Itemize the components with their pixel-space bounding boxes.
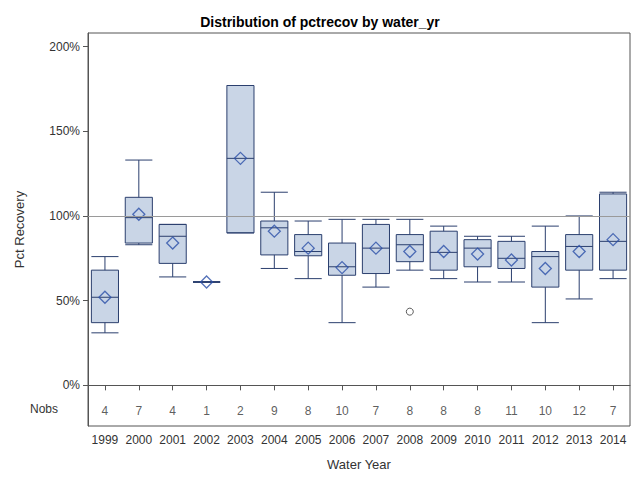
svg-text:4: 4 [169, 404, 176, 418]
svg-text:10: 10 [335, 404, 349, 418]
svg-text:2011: 2011 [499, 433, 525, 447]
svg-text:8: 8 [406, 404, 413, 418]
svg-text:2002: 2002 [193, 433, 220, 447]
svg-text:Distribution of pctrecov by wa: Distribution of pctrecov by water_yr [200, 14, 440, 30]
svg-text:7: 7 [135, 404, 142, 418]
svg-text:50%: 50% [56, 294, 80, 308]
svg-text:Water Year: Water Year [327, 457, 392, 472]
svg-text:10: 10 [539, 404, 553, 418]
svg-text:2009: 2009 [430, 433, 457, 447]
svg-text:0%: 0% [63, 378, 81, 392]
svg-text:2012: 2012 [532, 433, 559, 447]
svg-text:2010: 2010 [464, 433, 491, 447]
svg-text:Nobs: Nobs [30, 402, 58, 416]
svg-text:2014: 2014 [600, 433, 627, 447]
svg-text:2001: 2001 [159, 433, 186, 447]
svg-text:4: 4 [102, 404, 109, 418]
svg-text:150%: 150% [49, 124, 80, 138]
svg-text:200%: 200% [49, 40, 80, 54]
svg-text:11: 11 [505, 404, 518, 418]
svg-text:8: 8 [305, 404, 312, 418]
svg-text:1: 1 [203, 404, 210, 418]
svg-text:2004: 2004 [261, 433, 288, 447]
svg-text:2006: 2006 [329, 433, 356, 447]
svg-text:8: 8 [440, 404, 447, 418]
svg-text:8: 8 [474, 404, 481, 418]
svg-text:2013: 2013 [566, 433, 593, 447]
svg-text:Pct Recovery: Pct Recovery [12, 190, 27, 268]
svg-text:100%: 100% [49, 209, 80, 223]
svg-text:9: 9 [271, 404, 278, 418]
svg-text:2005: 2005 [295, 433, 322, 447]
svg-text:7: 7 [610, 404, 617, 418]
svg-text:2003: 2003 [227, 433, 254, 447]
svg-text:2000: 2000 [125, 433, 152, 447]
svg-text:1999: 1999 [92, 433, 119, 447]
svg-text:2: 2 [237, 404, 244, 418]
svg-text:2007: 2007 [363, 433, 390, 447]
svg-text:7: 7 [373, 404, 380, 418]
svg-text:12: 12 [573, 404, 587, 418]
svg-text:2008: 2008 [396, 433, 423, 447]
